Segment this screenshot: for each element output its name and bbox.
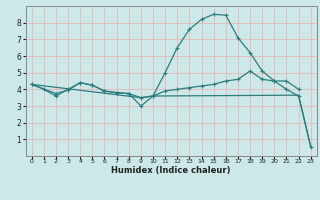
X-axis label: Humidex (Indice chaleur): Humidex (Indice chaleur) (111, 166, 231, 175)
